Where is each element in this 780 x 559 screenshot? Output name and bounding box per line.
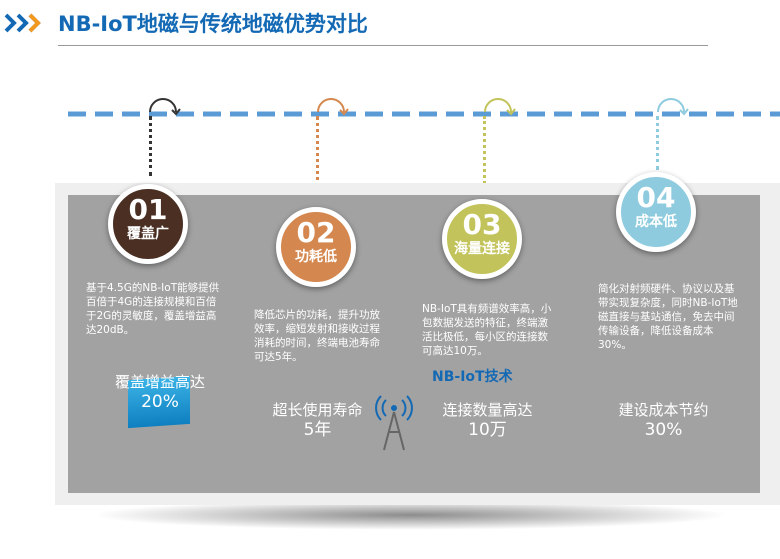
timeline (68, 98, 780, 117)
stat-value: 10万 (468, 420, 507, 440)
stat-value: 20% (141, 392, 179, 412)
item-label: 覆盖广 (127, 226, 169, 242)
panel-shadow (90, 500, 730, 530)
item-label: 功耗低 (295, 249, 337, 265)
signal-tower-icon (375, 395, 413, 451)
item-label: 海量连接 (454, 241, 510, 257)
item-label: 成本低 (635, 214, 677, 230)
drop-03: 03 海量连接 (442, 199, 522, 279)
desc-01: 基于4.5G的NB-IoT能够提供百倍于4G的连接规模和百倍于2G的灵敏度，覆盖… (86, 282, 220, 336)
chevrons-icon (4, 13, 41, 33)
stat-label: 超长使用寿命 (272, 401, 363, 419)
item-number: 01 (128, 193, 168, 226)
drop-04: 04 成本低 (616, 172, 696, 252)
stat-03: 连接数量高达 10万 (430, 400, 545, 440)
item-number: 03 (462, 208, 502, 241)
desc-04: 简化对射频硬件、协议以及基带实现复杂度，同时NB-IoT地磁直接与基站通信，免去… (598, 283, 738, 351)
drop-01: 01 覆盖广 (108, 184, 188, 264)
desc-02: 降低芯片的功耗，提升功放效率，缩短发射和接收过程消耗的时间，终端电池寿命可达5年… (254, 309, 380, 363)
item-number: 04 (636, 181, 676, 214)
drop-02: 02 功耗低 (276, 207, 356, 287)
title-divider (58, 45, 708, 46)
stat-label: 连接数量高达 (442, 401, 533, 419)
stat-label: 建设成本节约 (618, 401, 709, 419)
page-title: NB-IoT地磁与传统地磁优势对比 (58, 12, 368, 36)
stat-value: 30% (644, 420, 683, 440)
stat-label: 覆盖增益高达 (114, 373, 205, 391)
tech-label: NB-IoT技术 (432, 369, 513, 385)
stat-value: 5年 (303, 420, 332, 440)
item-number: 02 (296, 216, 336, 249)
desc-03: NB-IoT具有频谱效率高，小包数据发送的特征，终端激活比极低，每小区的连接数可… (422, 303, 552, 357)
stat-02: 超长使用寿命 5年 (260, 400, 375, 440)
stat-01: 覆盖增益高达 20% (100, 372, 220, 412)
stat-04: 建设成本节约 30% (606, 400, 721, 440)
